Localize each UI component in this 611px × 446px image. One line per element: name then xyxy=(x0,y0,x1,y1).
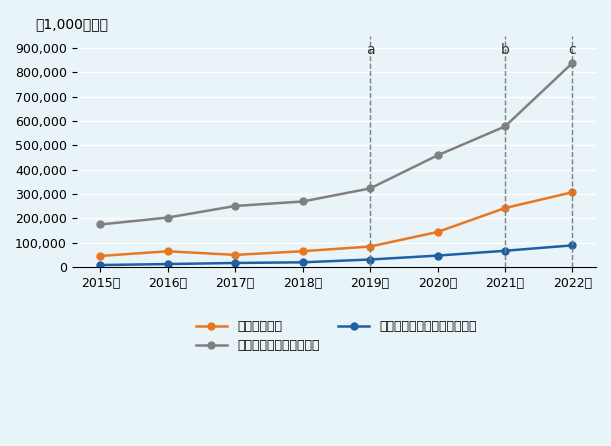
ニット（衣類と付属品） xyxy=(569,60,576,66)
Text: b: b xyxy=(500,43,510,57)
ニット（衣類と付属品） xyxy=(434,153,441,158)
ニット以外（衣類・付属品） xyxy=(232,260,239,266)
ニット（布） xyxy=(434,229,441,235)
Line: ニット以外（衣類・付属品）: ニット以外（衣類・付属品） xyxy=(97,242,576,268)
Line: ニット（衣類と付属品）: ニット（衣類と付属品） xyxy=(97,59,576,228)
ニット以外（衣類・付属品） xyxy=(367,257,374,262)
Text: （1,000ドル）: （1,000ドル） xyxy=(35,17,108,31)
Line: ニット（布）: ニット（布） xyxy=(97,189,576,260)
Text: c: c xyxy=(569,43,576,57)
Text: a: a xyxy=(366,43,375,57)
ニット（布） xyxy=(97,253,104,259)
ニット（衣類と付属品） xyxy=(164,215,172,220)
Legend: ニット（布）, ニット（衣類と付属品）, ニット以外（衣類・付属品）: ニット（布）, ニット（衣類と付属品）, ニット以外（衣類・付属品） xyxy=(191,315,482,357)
ニット以外（衣類・付属品） xyxy=(299,260,306,265)
ニット（布） xyxy=(232,252,239,258)
ニット以外（衣類・付属品） xyxy=(501,248,508,253)
ニット（衣類と付属品） xyxy=(97,222,104,227)
ニット以外（衣類・付属品） xyxy=(97,262,104,268)
ニット（衣類と付属品） xyxy=(501,124,508,129)
ニット（布） xyxy=(569,190,576,195)
ニット（衣類と付属品） xyxy=(367,186,374,191)
ニット（布） xyxy=(367,244,374,249)
ニット（布） xyxy=(164,248,172,254)
ニット（布） xyxy=(501,205,508,211)
ニット以外（衣類・付属品） xyxy=(434,253,441,258)
ニット（布） xyxy=(299,248,306,254)
ニット以外（衣類・付属品） xyxy=(569,243,576,248)
ニット（衣類と付属品） xyxy=(299,199,306,204)
ニット以外（衣類・付属品） xyxy=(164,261,172,267)
ニット（衣類と付属品） xyxy=(232,203,239,209)
